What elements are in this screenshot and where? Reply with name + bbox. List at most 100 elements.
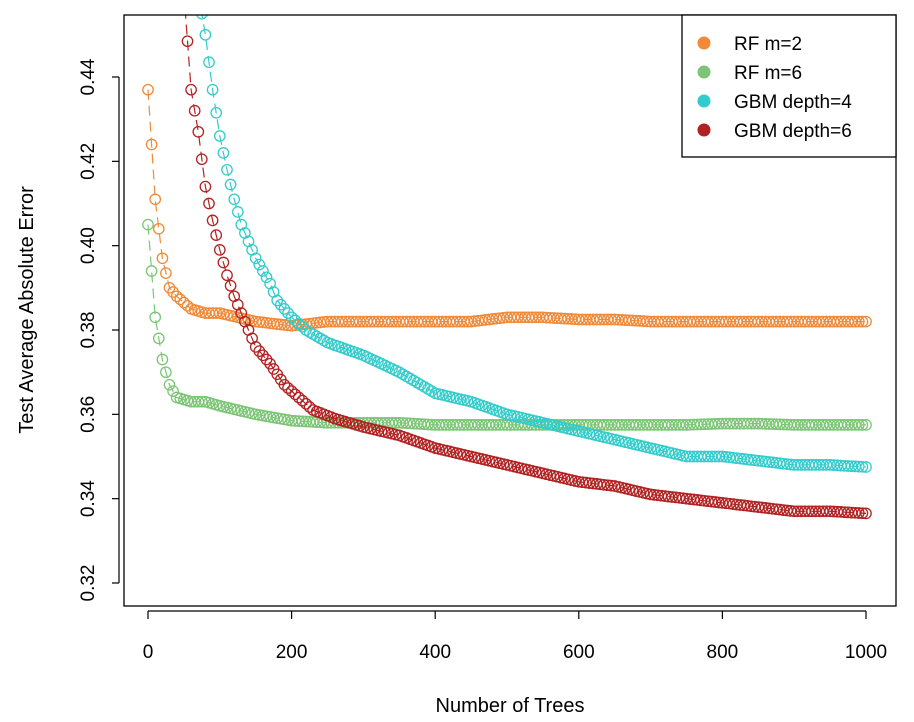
data-point — [217, 147, 230, 159]
y-tick-label: 0.36 — [78, 396, 99, 433]
y-axis-title: Test Average Absolute Error — [16, 186, 38, 434]
y-tick-label: 0.42 — [78, 143, 99, 180]
data-point — [260, 271, 273, 284]
data-point — [282, 307, 294, 319]
data-point — [149, 193, 162, 206]
series-line — [184, 15, 867, 514]
data-point — [163, 281, 176, 294]
y-tick-label: 0.38 — [78, 312, 99, 349]
data-point — [228, 193, 241, 206]
data-point — [156, 353, 169, 366]
data-point — [213, 244, 226, 256]
data-point — [860, 315, 872, 328]
series-4 — [181, 15, 872, 520]
x-tick-label: 1000 — [845, 642, 887, 663]
data-point — [282, 382, 294, 394]
plot-frame — [123, 14, 897, 607]
data-point — [210, 307, 223, 319]
y-tick-label: 0.44 — [78, 58, 99, 95]
data-point — [167, 385, 179, 397]
data-point — [289, 314, 302, 327]
data-point — [163, 378, 176, 391]
plot-area — [142, 15, 872, 520]
data-point — [856, 507, 869, 520]
data-point — [852, 315, 865, 328]
data-point — [253, 345, 266, 357]
data-point — [156, 252, 169, 265]
data-point — [196, 15, 208, 20]
data-point — [195, 395, 208, 408]
data-point — [257, 265, 269, 277]
legend-label: GBM depth=4 — [734, 92, 852, 113]
legend-label: GBM depth=6 — [734, 121, 852, 142]
data-point — [142, 83, 154, 96]
y-tick-label: 0.40 — [78, 227, 99, 264]
data-point — [170, 290, 183, 303]
data-point — [152, 332, 165, 345]
data-point — [152, 222, 165, 235]
series-3 — [196, 15, 872, 473]
data-point — [178, 296, 190, 309]
x-tick-label: 800 — [707, 642, 739, 663]
data-point — [860, 461, 872, 473]
data-point — [210, 106, 223, 119]
data-point — [206, 214, 219, 227]
data-point — [145, 138, 158, 151]
series-1 — [142, 83, 872, 332]
legend-label: RF m=6 — [734, 63, 802, 84]
data-point — [249, 341, 262, 353]
data-point — [278, 378, 291, 391]
data-point — [185, 83, 197, 96]
data-point — [856, 315, 869, 328]
data-point — [292, 391, 305, 404]
legend: RF m=2 RF m=6 GBM depth=4 GBM depth=6 — [681, 14, 897, 158]
data-point — [292, 317, 305, 330]
data-point — [188, 104, 201, 117]
legend-swatch — [697, 36, 711, 50]
x-tick-label: 200 — [276, 642, 308, 663]
data-point — [285, 385, 298, 397]
legend-swatch — [697, 123, 711, 137]
data-point — [192, 125, 205, 138]
data-point — [860, 419, 872, 431]
x-axis-title: Number of Trees — [436, 695, 585, 717]
data-point — [181, 35, 194, 48]
data-point — [253, 258, 266, 271]
y-tick-label: 0.34 — [78, 480, 99, 517]
data-point — [257, 349, 269, 362]
data-point — [221, 163, 233, 176]
data-point — [856, 419, 869, 431]
data-point — [224, 178, 237, 191]
data-point — [271, 294, 284, 307]
data-point — [601, 479, 614, 492]
legend-swatch — [697, 65, 711, 79]
data-point — [174, 293, 187, 306]
data-point — [160, 267, 172, 279]
data-point — [224, 279, 237, 292]
x-tick-label: 0 — [143, 642, 154, 663]
data-point — [278, 303, 291, 315]
data-point — [300, 397, 312, 410]
data-point — [260, 353, 273, 366]
data-point — [206, 83, 219, 96]
data-point — [142, 218, 154, 231]
data-point — [199, 28, 212, 41]
data-point — [274, 298, 287, 311]
data-point — [296, 394, 309, 407]
data-point — [852, 507, 865, 519]
legend-box — [681, 14, 897, 158]
y-tick-label: 0.32 — [78, 565, 99, 602]
data-point — [195, 153, 208, 166]
data-point — [852, 460, 865, 473]
data-point — [203, 56, 215, 69]
data-point — [856, 460, 869, 473]
data-point — [199, 180, 212, 193]
data-point — [860, 507, 872, 520]
x-tick-label: 600 — [563, 642, 595, 663]
legend-swatch — [697, 94, 711, 108]
data-point — [285, 311, 298, 324]
data-point — [160, 366, 172, 379]
x-tick-label: 400 — [419, 642, 451, 663]
data-point — [210, 229, 223, 241]
